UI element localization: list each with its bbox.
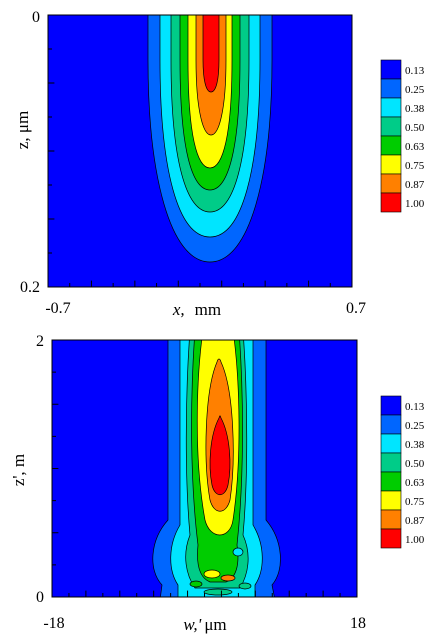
top-legend: 0.13 0.25 0.38 0.50 0.63 0.75 0.87 1.00 (380, 59, 425, 213)
top-legend-label-2: 0.25 (405, 84, 425, 96)
bottom-legend-swatch-4 (380, 452, 402, 473)
top-y-tick-0: 0 (32, 9, 40, 26)
top-x-tick-min: -0.7 (45, 300, 70, 317)
top-legend-label-8: 1.00 (405, 198, 425, 210)
bottom-y-minor-ticks (52, 371, 59, 566)
bottom-y-tick-2: 2 (36, 333, 44, 350)
top-legend-label-3: 0.38 (405, 103, 425, 115)
bottom-legend-swatch-8 (380, 528, 402, 549)
bottom-side-lobe-4 (189, 580, 203, 588)
bottom-legend-swatch-5 (380, 471, 402, 492)
top-legend-label-6: 0.75 (405, 160, 425, 172)
bottom-contour-level-7 (209, 415, 231, 496)
bottom-legend-label-6: 0.75 (405, 496, 425, 508)
top-x-minor-ticks (69, 280, 331, 287)
bottom-legend-label-8: 1.00 (405, 534, 425, 546)
bottom-legend: 0.13 0.25 0.38 0.50 0.63 0.75 0.87 1.00 (380, 395, 425, 549)
top-legend-label-4: 0.50 (405, 122, 425, 134)
bottom-side-lobe-3 (232, 547, 244, 557)
top-legend-swatch-5 (380, 135, 402, 156)
bottom-x-minor-ticks (68, 590, 341, 597)
top-legend-label-5: 0.63 (405, 141, 425, 153)
top-y-tick-02: 0.2 (20, 279, 40, 296)
top-legend-swatch-7 (380, 173, 402, 194)
top-x-axis-label: x, mm (172, 300, 221, 319)
bottom-x-tick-min: -18 (43, 615, 64, 632)
bottom-legend-label-2: 0.25 (405, 420, 425, 432)
bottom-side-lobe-5 (238, 582, 252, 590)
bottom-side-lobe-6 (203, 588, 233, 596)
bottom-legend-swatch-6 (380, 490, 402, 511)
bottom-legend-label-4: 0.50 (405, 458, 425, 470)
bottom-legend-label-3: 0.38 (405, 439, 425, 451)
bottom-legend-swatch-2 (380, 414, 402, 435)
top-x-tick-max: 0.7 (346, 300, 366, 317)
bottom-legend-label-5: 0.63 (405, 477, 425, 489)
top-contour-level-7 (202, 15, 220, 93)
bottom-y-tick-0: 0 (36, 589, 44, 606)
top-legend-label-1: 0.13 (405, 65, 425, 77)
top-legend-swatch-3 (380, 97, 402, 118)
bottom-side-lobe-1 (203, 569, 221, 579)
top-legend-swatch-8 (380, 192, 402, 213)
top-contour-plot: 0 0.2 -0.7 0.7 x, mm z, μm (13, 9, 366, 319)
bottom-x-tick-max: 18 (350, 615, 366, 632)
bottom-x-axis-label: w,' μm (183, 615, 226, 634)
bottom-side-lobe-2 (220, 574, 236, 582)
bottom-legend-swatch-3 (380, 433, 402, 454)
bottom-contour-plot: 2 0 -18 18 w,' μm z', m (9, 333, 366, 634)
top-legend-swatch-6 (380, 154, 402, 175)
top-legend-swatch-1 (380, 59, 402, 80)
bottom-y-axis-label: z', m (9, 454, 28, 486)
top-y-minor-ticks (48, 48, 55, 254)
top-legend-label-7: 0.87 (405, 179, 425, 191)
top-legend-swatch-4 (380, 116, 402, 137)
bottom-legend-swatch-7 (380, 509, 402, 530)
bottom-legend-swatch-1 (380, 395, 402, 416)
top-legend-swatch-2 (380, 78, 402, 99)
bottom-legend-label-1: 0.13 (405, 401, 425, 413)
bottom-legend-label-7: 0.87 (405, 515, 425, 527)
top-y-axis-label: z, μm (13, 111, 32, 149)
